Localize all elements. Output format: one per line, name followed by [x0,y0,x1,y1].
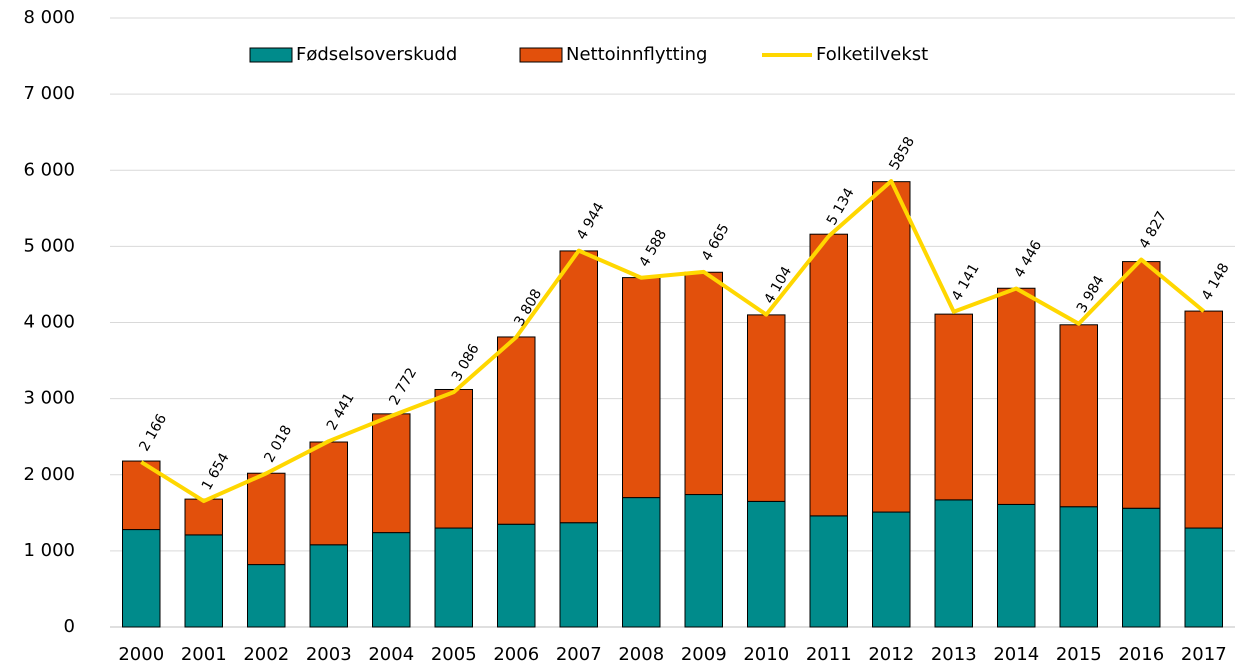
bar [497,523,536,628]
bar [1059,324,1098,508]
bar [184,534,223,628]
y-tick-label: 2 000 [23,464,75,485]
x-tick-label: 2008 [618,644,664,665]
value-label: 3 984 [1074,273,1108,316]
y-tick-label: 4 000 [23,312,75,333]
value-label: 4 665 [699,221,733,264]
value-label: 4 944 [574,200,608,243]
x-tick-label: 2012 [868,644,914,665]
bar [559,522,598,628]
value-label: 5 134 [824,185,858,228]
bar [184,498,223,536]
legend-label: Nettoinnflytting [566,44,707,65]
bar [372,532,411,628]
bar [1122,507,1161,628]
x-tick-label: 2004 [368,644,414,665]
value-label: 3 086 [449,341,483,384]
bar [309,544,348,628]
bar [684,271,723,496]
bar [1059,506,1098,628]
bar [497,336,536,525]
x-tick-label: 2009 [681,644,727,665]
bar [434,388,473,529]
legend-swatch [519,47,563,63]
value-label: 4 588 [636,227,670,270]
bar [247,472,286,566]
x-tick-label: 2002 [243,644,289,665]
bar [747,314,786,502]
bar [872,511,911,628]
x-tick-label: 2000 [118,644,164,665]
x-tick-label: 2011 [806,644,852,665]
y-tick-label: 0 [64,616,75,637]
x-tick-label: 2001 [181,644,227,665]
bar [622,497,661,628]
bar [372,413,411,534]
y-tick-label: 8 000 [23,7,75,28]
bar [934,499,973,628]
line [140,179,1206,504]
value-label: 4 446 [1011,238,1045,281]
bar [934,313,973,501]
value-label: 4 141 [949,261,983,304]
x-tick-label: 2006 [493,644,539,665]
x-tick-label: 2010 [743,644,789,665]
x-tick-label: 2017 [1181,644,1227,665]
bar [684,494,723,628]
value-label: 2 166 [136,411,170,454]
bar [872,181,911,513]
bar [809,233,848,517]
x-tick-label: 2016 [1118,644,1164,665]
x-tick-label: 2014 [993,644,1039,665]
bar [809,515,848,628]
bar [309,441,348,546]
bar [247,564,286,628]
value-label: 2 772 [386,365,420,408]
x-tick-label: 2013 [931,644,977,665]
bar [997,503,1036,628]
x-tick-label: 2003 [306,644,352,665]
bar [122,529,161,628]
bar [1122,261,1161,509]
x-tick-label: 2007 [556,644,602,665]
bar [622,277,661,499]
value-label: 1 654 [199,450,233,493]
y-tick-label: 1 000 [23,540,75,561]
legend-label: Fødselsoverskudd [296,44,457,65]
x-tick-label: 2005 [431,644,477,665]
legend-swatch [249,47,293,63]
bar [559,250,598,524]
value-label: 5858 [886,134,918,173]
bar [122,460,161,531]
value-label: 2 441 [324,390,358,433]
value-label: 4 148 [1199,261,1233,304]
y-tick-label: 3 000 [23,388,75,409]
bar [747,500,786,628]
value-label: 4 827 [1136,209,1170,252]
bar [1184,310,1223,529]
bar [1184,527,1223,628]
bar [997,287,1036,505]
y-tick-label: 7 000 [23,83,75,104]
x-tick-label: 2015 [1056,644,1102,665]
legend-label: Folketilvekst [816,44,928,65]
y-tick-label: 5 000 [23,235,75,256]
y-tick-label: 6 000 [23,159,75,180]
bar [434,527,473,628]
